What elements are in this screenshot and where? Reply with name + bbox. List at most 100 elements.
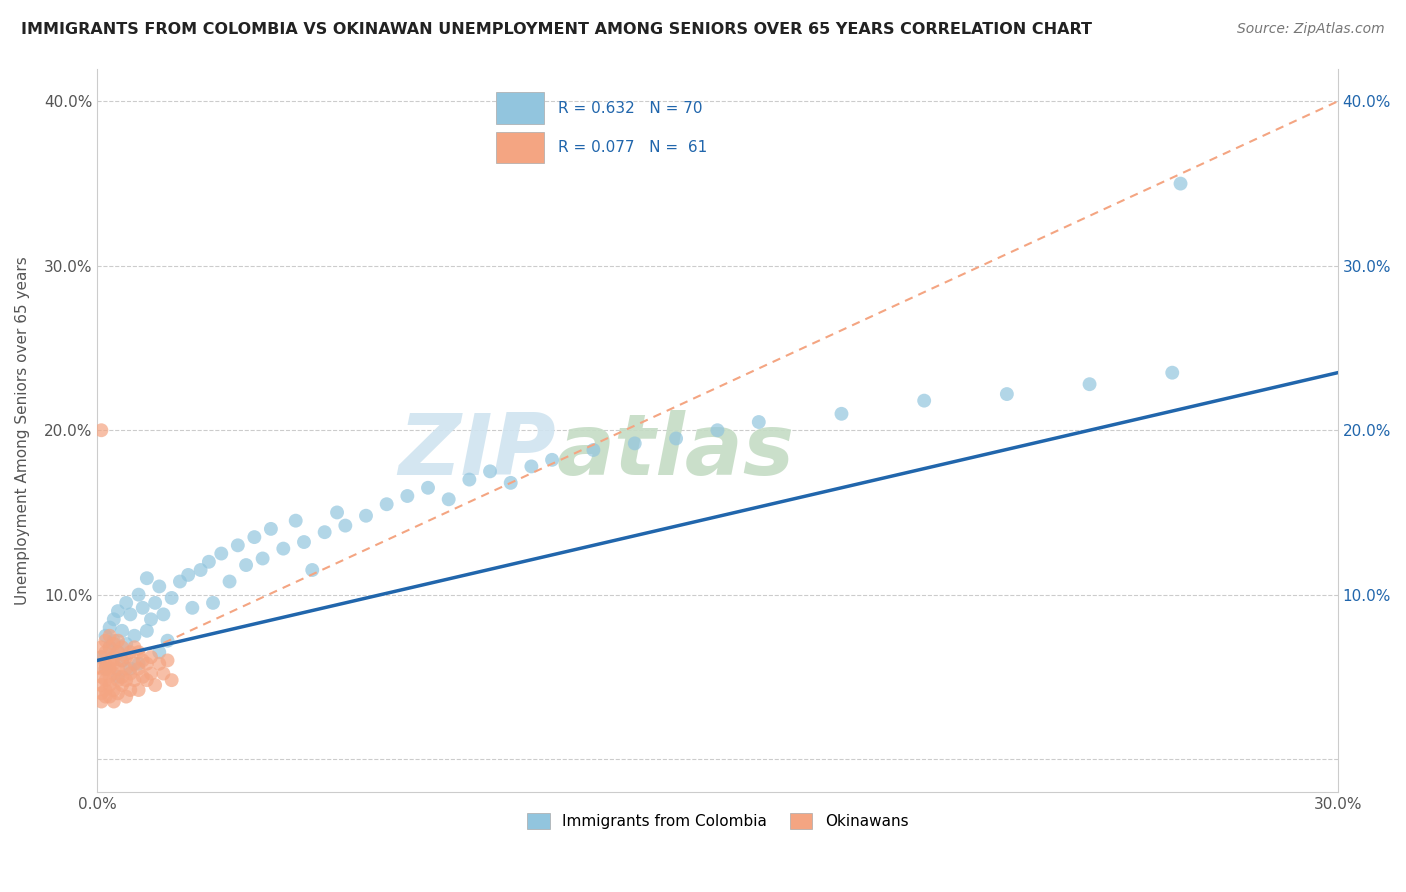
- Point: [271, 541, 294, 556]
- Point: [623, 436, 645, 450]
- Point: [499, 475, 522, 490]
- Point: [94, 673, 117, 688]
- Point: [107, 604, 129, 618]
- Point: [458, 473, 481, 487]
- Point: [396, 489, 419, 503]
- Point: [375, 497, 398, 511]
- Point: [235, 558, 257, 572]
- Point: [326, 505, 349, 519]
- Legend: Immigrants from Colombia, Okinawans: Immigrants from Colombia, Okinawans: [520, 806, 914, 835]
- Point: [94, 657, 117, 671]
- Point: [437, 492, 460, 507]
- Point: [181, 600, 204, 615]
- Point: [354, 508, 377, 523]
- Point: [103, 637, 125, 651]
- Point: [98, 690, 121, 704]
- Point: [103, 666, 125, 681]
- Point: [90, 686, 112, 700]
- Text: Source: ZipAtlas.com: Source: ZipAtlas.com: [1237, 22, 1385, 37]
- Point: [111, 640, 134, 655]
- Point: [90, 650, 112, 665]
- Point: [98, 662, 121, 676]
- Point: [202, 596, 225, 610]
- Point: [243, 530, 266, 544]
- Point: [582, 442, 605, 457]
- Point: [90, 662, 112, 676]
- Point: [98, 640, 121, 655]
- Point: [132, 670, 155, 684]
- Point: [139, 666, 162, 681]
- Point: [94, 633, 117, 648]
- Point: [90, 670, 112, 684]
- Point: [135, 571, 157, 585]
- Point: [94, 662, 117, 676]
- Point: [107, 645, 129, 659]
- Point: [152, 666, 174, 681]
- Point: [115, 662, 138, 676]
- Point: [132, 600, 155, 615]
- Point: [115, 650, 138, 665]
- Point: [541, 453, 564, 467]
- Point: [120, 662, 142, 676]
- Point: [120, 666, 142, 681]
- Point: [748, 415, 770, 429]
- Point: [1078, 377, 1101, 392]
- Point: [135, 624, 157, 638]
- Point: [94, 690, 117, 704]
- Point: [107, 662, 129, 676]
- Point: [148, 645, 170, 659]
- Point: [169, 574, 191, 589]
- Point: [90, 640, 112, 655]
- Point: [995, 387, 1018, 401]
- Point: [103, 683, 125, 698]
- Point: [139, 650, 162, 665]
- Point: [103, 612, 125, 626]
- Point: [124, 657, 146, 671]
- Text: atlas: atlas: [557, 410, 794, 493]
- Point: [120, 683, 142, 698]
- Point: [107, 645, 129, 659]
- Point: [830, 407, 852, 421]
- Point: [292, 535, 315, 549]
- Point: [301, 563, 323, 577]
- Point: [520, 459, 543, 474]
- Point: [111, 653, 134, 667]
- Point: [90, 678, 112, 692]
- Point: [94, 629, 117, 643]
- Point: [198, 555, 221, 569]
- Point: [218, 574, 240, 589]
- Text: ZIP: ZIP: [398, 410, 557, 493]
- Point: [284, 514, 307, 528]
- Point: [139, 612, 162, 626]
- Point: [94, 662, 117, 676]
- Point: [260, 522, 283, 536]
- Point: [98, 653, 121, 667]
- Point: [128, 662, 150, 676]
- Point: [128, 657, 150, 671]
- Point: [416, 481, 439, 495]
- Point: [111, 653, 134, 667]
- Point: [143, 596, 166, 610]
- Point: [124, 673, 146, 688]
- Point: [103, 694, 125, 708]
- Point: [90, 694, 112, 708]
- Point: [111, 678, 134, 692]
- Point: [912, 393, 935, 408]
- Point: [152, 607, 174, 622]
- Text: IMMIGRANTS FROM COLOMBIA VS OKINAWAN UNEMPLOYMENT AMONG SENIORS OVER 65 YEARS CO: IMMIGRANTS FROM COLOMBIA VS OKINAWAN UNE…: [21, 22, 1092, 37]
- Point: [124, 640, 146, 655]
- Y-axis label: Unemployment Among Seniors over 65 years: Unemployment Among Seniors over 65 years: [15, 256, 30, 605]
- Point: [135, 657, 157, 671]
- Point: [107, 633, 129, 648]
- Point: [94, 683, 117, 698]
- Point: [103, 657, 125, 671]
- Point: [115, 596, 138, 610]
- Point: [115, 637, 138, 651]
- Point: [98, 678, 121, 692]
- Point: [115, 673, 138, 688]
- Point: [190, 563, 212, 577]
- Point: [156, 633, 179, 648]
- Point: [103, 633, 125, 648]
- Point: [665, 432, 688, 446]
- Point: [128, 645, 150, 659]
